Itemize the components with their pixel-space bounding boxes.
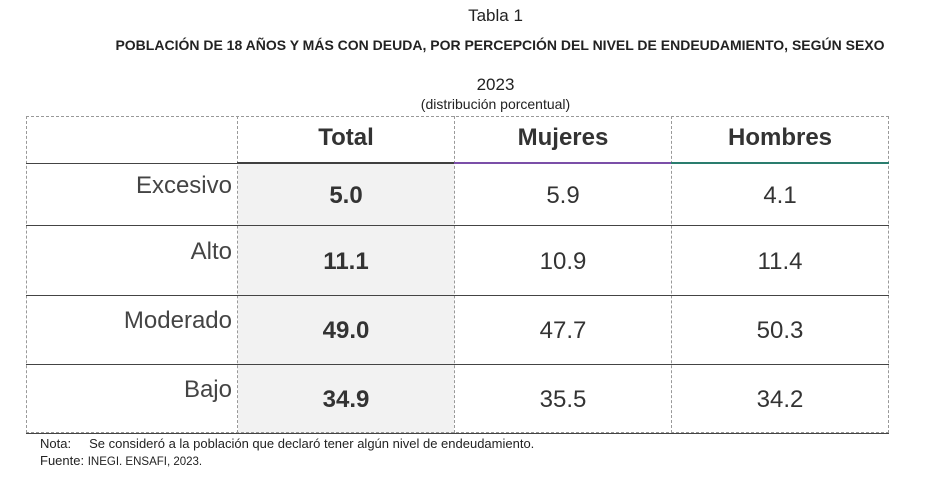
divider bbox=[26, 163, 238, 164]
cell-hombres: 50.3 bbox=[756, 317, 804, 344]
cell-mujeres: 47.7 bbox=[539, 317, 587, 344]
divider bbox=[454, 116, 455, 433]
row-label: Bajo bbox=[183, 376, 232, 403]
row-label: Excesivo bbox=[135, 172, 232, 199]
cell-hombres: 4.1 bbox=[763, 182, 797, 209]
divider bbox=[26, 433, 889, 434]
row-label: Alto bbox=[190, 238, 232, 265]
hombres-underline bbox=[671, 162, 889, 164]
note: Nota: Se consideró a la población que dec… bbox=[40, 436, 534, 451]
source-label: Fuente: bbox=[40, 453, 85, 468]
table-title: Tabla 1 bbox=[468, 6, 523, 25]
note-label: Nota: bbox=[40, 436, 72, 451]
data-table bbox=[26, 116, 889, 433]
source-text: INEGI. ENSAFI, 2023. bbox=[87, 456, 203, 468]
divider bbox=[26, 364, 889, 365]
header-hombres: Hombres bbox=[727, 124, 833, 151]
header-total: Total bbox=[318, 124, 374, 151]
cell-mujeres: 35.5 bbox=[539, 386, 587, 413]
cell-total: 49.0 bbox=[322, 317, 370, 344]
divider bbox=[237, 116, 238, 433]
header-mujeres: Mujeres bbox=[517, 124, 609, 151]
source: Fuente: INEGI. ENSAFI, 2023. bbox=[40, 453, 202, 468]
note-text: Se consideró a la población que declaró … bbox=[89, 436, 535, 451]
divider bbox=[671, 116, 672, 433]
cell-total: 11.1 bbox=[323, 248, 369, 275]
total-underline bbox=[237, 162, 454, 164]
cell-total: 34.9 bbox=[322, 386, 370, 413]
cell-total: 5.0 bbox=[329, 182, 363, 209]
cell-mujeres: 10.9 bbox=[539, 248, 587, 275]
table-subtitle: POBLACIÓN DE 18 AÑOS Y MÁS CON DEUDA, PO… bbox=[115, 37, 885, 53]
cell-mujeres: 5.9 bbox=[546, 182, 580, 209]
table-year: 2023 bbox=[476, 75, 515, 94]
mujeres-underline bbox=[454, 162, 671, 164]
total-column-background bbox=[238, 164, 454, 433]
row-label: Moderado bbox=[123, 307, 232, 334]
divider bbox=[26, 295, 889, 296]
cell-hombres: 34.2 bbox=[756, 386, 804, 413]
divider bbox=[26, 225, 889, 226]
cell-hombres: 11.4 bbox=[757, 248, 803, 275]
table-unit: (distribución porcentual) bbox=[420, 96, 571, 112]
